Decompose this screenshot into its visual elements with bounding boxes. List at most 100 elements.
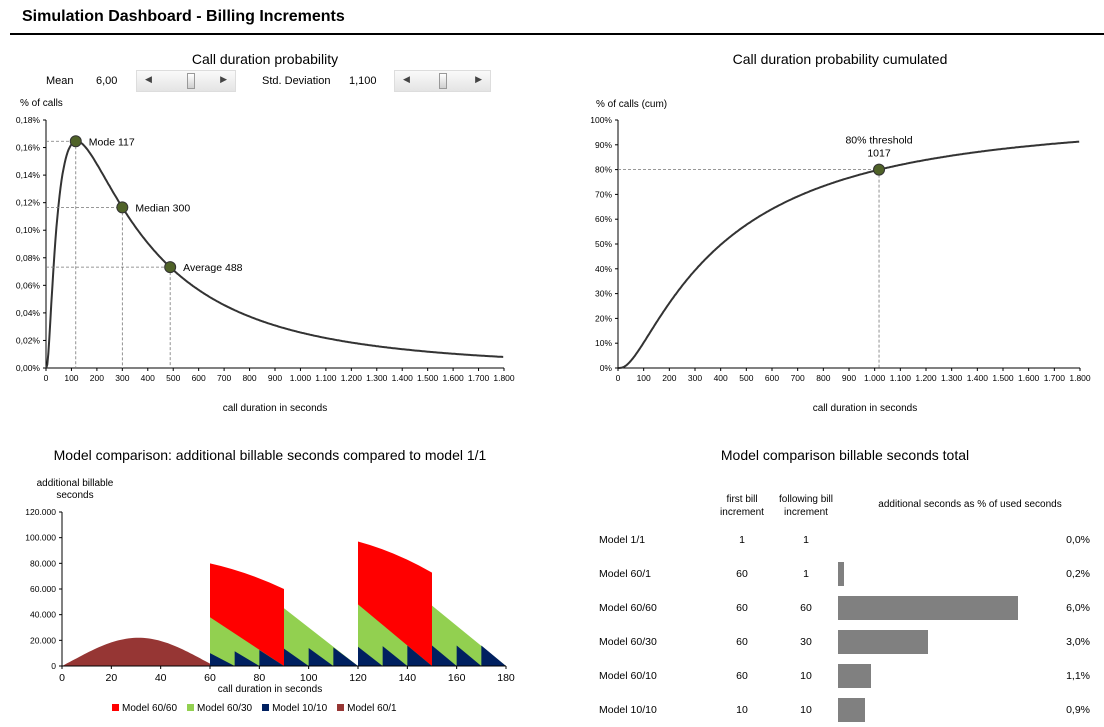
chart2-ytick: 80% bbox=[595, 165, 612, 175]
chart3-area-model-10-10 bbox=[259, 649, 284, 666]
chart3-area-model-60-30 bbox=[284, 608, 358, 666]
chart2-xtick: 500 bbox=[739, 373, 753, 383]
slider-right-arrow-icon[interactable]: ▶ bbox=[475, 74, 482, 84]
chart3-ytick: 60.000 bbox=[30, 584, 56, 594]
slider-left-arrow-icon[interactable]: ◀ bbox=[403, 74, 410, 84]
col-following-header: following bill increment bbox=[779, 494, 833, 518]
chart1-ytick: 0,18% bbox=[16, 115, 41, 125]
chart3-xtick: 120 bbox=[349, 672, 367, 684]
chart1-xtick: 1.100 bbox=[315, 373, 337, 383]
legend-item-6030: Model 60/30 bbox=[187, 703, 252, 714]
chart2-xtick: 0 bbox=[616, 373, 621, 383]
pct-value: 3,0% bbox=[1066, 636, 1090, 648]
chart3-ytick: 100.000 bbox=[25, 533, 56, 543]
first-increment: 1 bbox=[739, 534, 745, 546]
chart2-xlabel: call duration in seconds bbox=[812, 403, 918, 414]
chart2-xtick: 1.400 bbox=[967, 373, 989, 383]
chart3-xtick: 160 bbox=[448, 672, 466, 684]
chart3-xtick: 40 bbox=[155, 672, 167, 684]
chart2-ytick: 90% bbox=[595, 140, 612, 150]
chart2-ytick: 40% bbox=[595, 264, 612, 274]
col-first-header: first bill increment bbox=[720, 494, 764, 518]
chart1-xtick: 400 bbox=[141, 373, 155, 383]
chart3-ylabel-line1: additional billable bbox=[36, 478, 114, 489]
chart1-xtick: 100 bbox=[64, 373, 78, 383]
chart2-xtick: 700 bbox=[791, 373, 805, 383]
pct-value: 6,0% bbox=[1066, 602, 1090, 614]
model-name: Model 10/10 bbox=[599, 704, 657, 716]
chart3-ylabel-line2: seconds bbox=[56, 490, 94, 501]
sd-slider[interactable]: ◀ ▶ bbox=[394, 70, 491, 92]
first-increment: 60 bbox=[736, 636, 748, 648]
chart3-xtick: 140 bbox=[399, 672, 417, 684]
slider-right-arrow-icon[interactable]: ▶ bbox=[220, 74, 227, 84]
following-increment: 10 bbox=[800, 670, 812, 682]
chart1-ytick: 0,06% bbox=[16, 280, 41, 290]
chart2-xtick: 900 bbox=[842, 373, 856, 383]
chart1-xtick: 300 bbox=[115, 373, 129, 383]
chart1-xtick: 500 bbox=[166, 373, 180, 383]
chart3-xtick: 180 bbox=[497, 672, 515, 684]
chart2-xtick: 1.000 bbox=[864, 373, 886, 383]
chart2-threshold-label: 80% threshold bbox=[845, 135, 912, 147]
chart2-ylabel: % of calls (cum) bbox=[596, 99, 668, 110]
chart3-ytick: 40.000 bbox=[30, 610, 56, 620]
chart2-ytick: 10% bbox=[595, 338, 612, 348]
chart2-ytick: 20% bbox=[595, 313, 612, 323]
following-increment: 1 bbox=[803, 568, 809, 580]
slider-left-arrow-icon[interactable]: ◀ bbox=[145, 74, 152, 84]
chart2-xtick: 1.100 bbox=[890, 373, 912, 383]
pct-value: 0,0% bbox=[1066, 534, 1090, 546]
chart1-xtick: 600 bbox=[192, 373, 206, 383]
chart1-annotation-label: Mode 117 bbox=[89, 136, 135, 148]
chart3-ytick: 120.000 bbox=[25, 507, 56, 517]
following-increment: 10 bbox=[800, 704, 812, 716]
chart3-xtick: 20 bbox=[105, 672, 117, 684]
chart1-ytick: 0,00% bbox=[16, 363, 41, 373]
pct-bar bbox=[838, 698, 865, 722]
chart1-xtick: 1.000 bbox=[290, 373, 312, 383]
chart1-ytick: 0,14% bbox=[16, 170, 41, 180]
pct-bar bbox=[838, 664, 871, 688]
chart1-title: Call duration probability bbox=[191, 51, 339, 67]
mean-value: 6,00 bbox=[96, 75, 118, 87]
chart1-annotation-label: Average 488 bbox=[183, 262, 243, 274]
first-increment: 60 bbox=[736, 670, 748, 682]
pct-bar bbox=[838, 562, 844, 586]
chart2-threshold-point bbox=[873, 163, 886, 176]
chart1-ytick: 0,02% bbox=[16, 335, 41, 345]
chart1-xtick: 1.800 bbox=[493, 373, 515, 383]
chart2-ytick: 70% bbox=[595, 189, 612, 199]
chart2-svg: 0% 10% 20% 30% 40% 50% 60% 70% 80% 90% 100% 0 100 200… bbox=[590, 115, 1091, 383]
chart1-ytick: 0,04% bbox=[16, 308, 41, 318]
first-increment: 10 bbox=[736, 704, 748, 716]
chart3-xtick: 60 bbox=[204, 672, 216, 684]
chart2-xtick: 200 bbox=[662, 373, 676, 383]
chart2-xtick: 1.200 bbox=[915, 373, 937, 383]
chart1-xtick: 0 bbox=[44, 373, 49, 383]
chart3-svg: 0 20.000 40.000 60.000 80.000 100.000 120.000 0… bbox=[25, 507, 515, 684]
mean-slider-thumb[interactable] bbox=[187, 73, 195, 89]
chart3-ytick: 20.000 bbox=[30, 635, 56, 645]
chart3-legend: Model 60/60 Model 60/30 Model 10/10 Mode… bbox=[112, 703, 397, 714]
sd-slider-thumb[interactable] bbox=[439, 73, 447, 89]
mean-slider[interactable]: ◀ ▶ bbox=[136, 70, 236, 92]
model-name: Model 1/1 bbox=[599, 534, 646, 546]
chart2-xtick: 1.800 bbox=[1069, 373, 1091, 383]
model-name: Model 60/1 bbox=[599, 568, 651, 580]
chart2-title: Call duration probability cumulated bbox=[732, 51, 948, 67]
chart1-xtick: 1.200 bbox=[341, 373, 363, 383]
chart1-xtick: 1.500 bbox=[417, 373, 439, 383]
chart1-xlabel: call duration in seconds bbox=[222, 403, 328, 414]
chart3-area-model-10-10 bbox=[234, 651, 260, 666]
pct-value: 1,1% bbox=[1066, 670, 1090, 682]
chart1-ytick: 0,08% bbox=[16, 253, 41, 263]
chart2-xtick: 1.300 bbox=[941, 373, 963, 383]
chart3-xtick: 80 bbox=[253, 672, 265, 684]
chart3-ytick: 0 bbox=[51, 661, 56, 671]
chart2-ytick: 60% bbox=[595, 214, 612, 224]
chart2-ytick: 100% bbox=[590, 115, 612, 125]
following-increment: 30 bbox=[800, 636, 812, 648]
dashboard-title: Simulation Dashboard - Billing Increment… bbox=[22, 8, 345, 25]
